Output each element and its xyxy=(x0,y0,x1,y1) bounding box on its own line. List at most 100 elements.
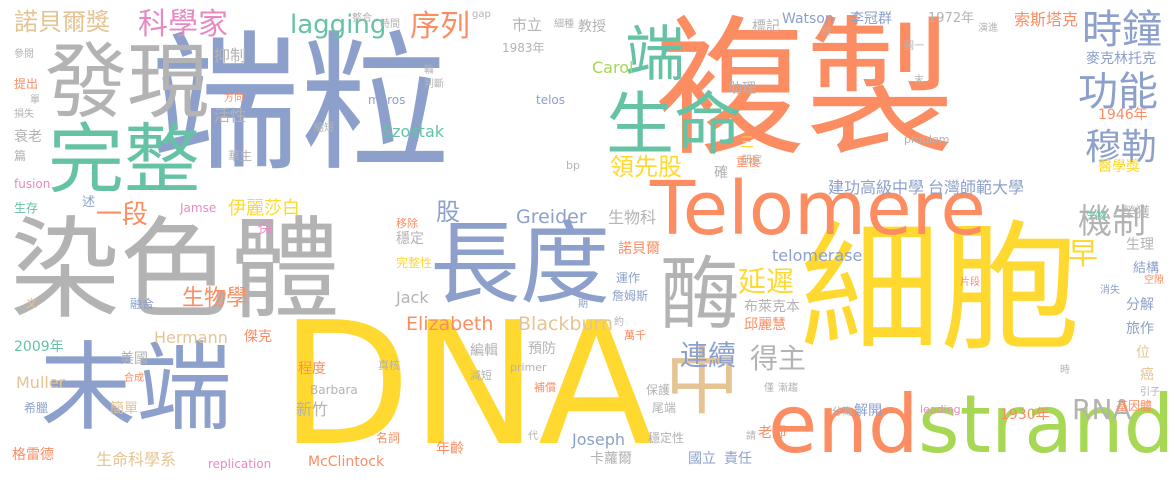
word-hecheng: 合成 xyxy=(124,373,144,384)
word-wei: 位 xyxy=(1136,345,1150,361)
word-gongneng: 功能 xyxy=(1078,69,1158,115)
word-huoxing: 活性 xyxy=(214,106,247,125)
word-elizabeth: Elizabeth xyxy=(406,313,494,335)
word-pianduan: 片段 xyxy=(960,277,980,288)
word-primer: primer xyxy=(510,361,547,374)
word-shizhong: 時鐘 xyxy=(1082,7,1162,53)
word-mo: 末 xyxy=(914,75,924,86)
word-maikelin: 麥克林托克 xyxy=(1086,51,1156,67)
word-xila: 希臘 xyxy=(24,401,49,415)
word-blackburn: Blackburn xyxy=(518,313,614,335)
word-jin: 僅 xyxy=(764,383,774,394)
word-jizhi: 機制 xyxy=(1078,202,1146,242)
word-kongxi: 空隙 xyxy=(1144,275,1164,286)
word-xinzhu: 新竹 xyxy=(296,400,329,419)
word-zhenghe: 整合 xyxy=(352,13,372,24)
word-weiduan: 尾端 xyxy=(652,401,677,415)
word-jianduan: 減短 xyxy=(470,369,492,382)
word-yanjin: 演進 xyxy=(978,23,998,34)
word-moduan: 末端 xyxy=(40,332,232,444)
word-yanjiu: 研究 xyxy=(742,155,762,166)
word-1983: 1983年 xyxy=(502,41,545,55)
word-kexuejia: 科學家 xyxy=(138,7,228,42)
word-buchang: 補償 xyxy=(534,381,556,394)
word-jack: Jack xyxy=(396,288,429,307)
word-shuailao: 衰老 xyxy=(14,129,42,145)
word-shengming: 生命 xyxy=(606,86,743,165)
word-xiaoshi: 消失 xyxy=(1100,285,1120,296)
word-zhong2: 終 xyxy=(822,27,832,38)
word-zhuli: 助理 xyxy=(728,81,756,97)
word-wendingxing: 穩定性 xyxy=(648,431,685,445)
word-zhong: 中 xyxy=(665,339,739,425)
word-nobeljiang: 諾貝爾獎 xyxy=(14,8,110,36)
word-ronghe: 融合 xyxy=(130,297,155,311)
word-meros: meros xyxy=(368,93,406,107)
word-taiwanshida: 台灣師範大學 xyxy=(928,178,1025,197)
word-fangxiang: 方向 xyxy=(224,93,244,104)
word-1946: 1946年 xyxy=(1098,107,1148,123)
word-lvzuo: 旅作 xyxy=(1126,321,1154,337)
word-ronghuo: 榮獲 xyxy=(1122,205,1150,221)
word-end: end xyxy=(768,378,919,471)
word-bianji: 編輯 xyxy=(470,343,498,359)
word-jieke: 傑克 xyxy=(244,329,272,345)
word-que: 確 xyxy=(714,165,728,181)
word-problem: problem xyxy=(904,133,950,146)
word-jiandan: 簡單 xyxy=(110,401,138,417)
word-mei: 酶 xyxy=(660,248,740,341)
word-qing: 請 xyxy=(746,431,756,442)
word-yizhi: 抑制 xyxy=(214,46,247,65)
word-dai: 代 xyxy=(528,431,538,442)
word-jiangong: 建功高級中學 xyxy=(828,178,925,197)
word-lianxu: 連續 xyxy=(680,339,737,372)
word-tichu: 提出 xyxy=(14,77,39,91)
word-huasheng: 華生 xyxy=(228,149,253,163)
word-leading: leading xyxy=(920,403,961,416)
word-wanzhengxing: 完整性 xyxy=(396,256,433,270)
word-pian: 篇 xyxy=(14,149,27,163)
word-mcclintock: McClintock xyxy=(308,454,385,470)
word-joseph: Joseph xyxy=(572,430,625,449)
word-szostak: Szostak xyxy=(382,122,445,141)
word-suositake: 索斯塔克 xyxy=(1014,10,1079,29)
word-shi: 時 xyxy=(1060,365,1070,376)
word-fenwei: 分為 xyxy=(832,407,852,418)
word-yufang: 預防 xyxy=(528,341,556,357)
word-bao: 保 xyxy=(258,221,272,237)
word-watson: Watson xyxy=(782,11,834,27)
word-chengdu: 程度 xyxy=(298,361,326,377)
word-jiekai: 解開 xyxy=(854,403,882,419)
word-baohu: 保護 xyxy=(646,383,671,397)
word-yinzi: 引子 xyxy=(1140,387,1160,398)
word-strand: strand xyxy=(918,378,1175,471)
word-jamse: Jamse xyxy=(180,201,217,215)
word-yilishabai: 伊麗莎白 xyxy=(228,198,300,219)
word-hermann: Hermann xyxy=(154,328,228,347)
word-meiguo: 美國 xyxy=(120,351,148,367)
word-jiyinti: 基因體 xyxy=(1116,399,1153,413)
word-2009: 2009年 xyxy=(14,339,64,355)
word-rna: RNA xyxy=(1072,393,1132,426)
word-shu: 述 xyxy=(82,195,96,210)
word-dna: DNA xyxy=(280,286,655,482)
word-shengli: 生理 xyxy=(1126,237,1154,253)
word-fusion: fusion xyxy=(14,177,51,191)
word-telomere: Telomere xyxy=(650,166,986,252)
word-changdu: 長度 xyxy=(430,212,610,317)
word-fuzhi: 複製 xyxy=(655,3,956,177)
word-canyue: 參閱 xyxy=(14,49,34,60)
word-ransheti: 染色體 xyxy=(10,206,340,334)
word-lagging: lagging xyxy=(290,10,387,40)
word-replication: replication xyxy=(208,457,272,471)
word-carol: Carol xyxy=(592,58,634,77)
word-jiaoshou: 教授 xyxy=(578,19,606,35)
word-sunshi: 損失 xyxy=(14,109,34,120)
word-fenjie: 分解 xyxy=(1126,297,1154,313)
word-zhenhe: 真核 xyxy=(378,359,400,372)
word-wanzheng: 完整 xyxy=(48,115,200,204)
word-telos: telos xyxy=(536,93,566,107)
word-geleide: 格雷德 xyxy=(12,447,54,463)
word-shili: 市立 xyxy=(512,16,543,34)
